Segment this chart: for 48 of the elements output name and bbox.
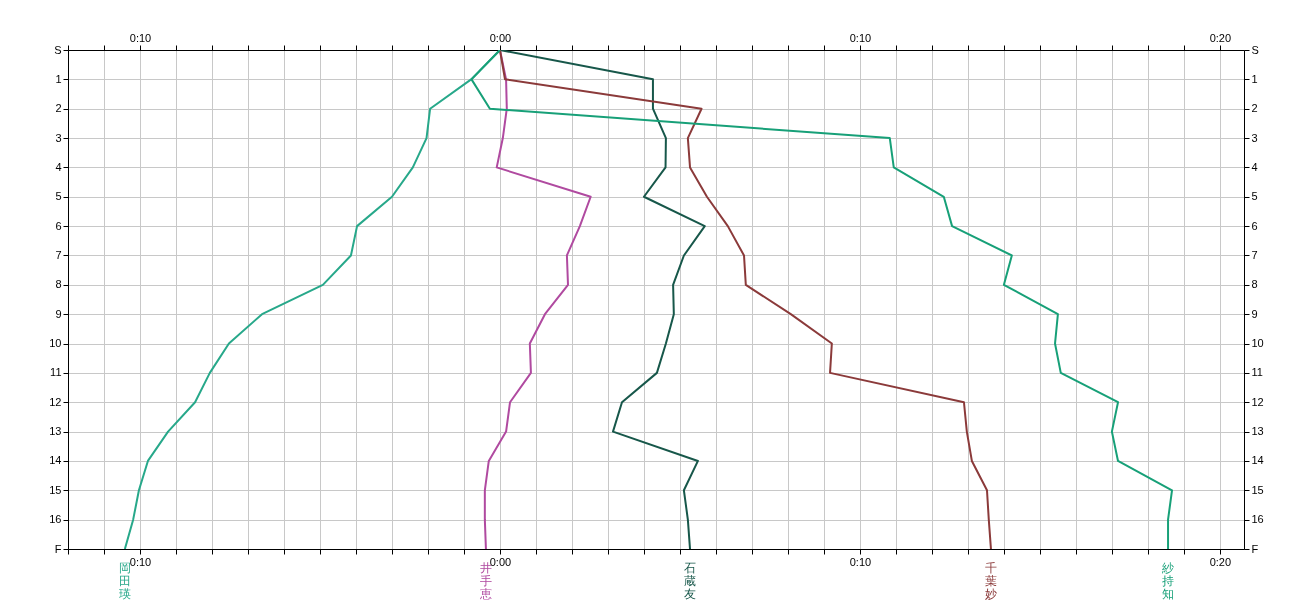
y-tick-label: 16 [1251, 513, 1264, 526]
y-tick-label: 1 [1251, 72, 1258, 85]
category-label: 11 [50, 366, 62, 379]
category-label: S [54, 43, 62, 56]
category-label: 15 [49, 483, 62, 496]
x2-tick-label: 0:10 [129, 31, 152, 44]
y-tick-label: 7 [1251, 248, 1258, 261]
y-tick-label: 11 [1251, 366, 1263, 379]
y-tick-label: F [1251, 542, 1259, 555]
y-tick-label: 4 [1251, 160, 1258, 173]
y-tick-label: 2 [1251, 102, 1258, 115]
x2-tick-label: 0:20 [1209, 31, 1232, 44]
category-label: 13 [49, 425, 62, 438]
category-label: 7 [55, 248, 62, 261]
series-label: 石蔵友 [684, 561, 697, 600]
y-tick-label: 12 [1251, 395, 1264, 408]
y-tick-label: 10 [1251, 337, 1264, 350]
series-label: 紗持知 [1162, 561, 1175, 600]
category-label: 5 [55, 190, 62, 203]
category-label: 16 [49, 513, 62, 526]
category-label: F [54, 542, 62, 555]
category-label: 9 [55, 307, 62, 320]
x-tick-label: 0:00 [489, 555, 512, 568]
y-tick-label: 15 [1251, 483, 1264, 496]
x2-tick-label: 0:00 [489, 31, 512, 44]
series-label: 千葉妙 [984, 561, 997, 600]
x-tick-label: 0:10 [849, 555, 872, 568]
series-label: 井手恵 [478, 561, 492, 600]
x2-tick-label: 0:10 [849, 31, 872, 44]
category-label: 12 [55, 72, 62, 115]
category-label: 14 [49, 454, 62, 467]
y-tick-label: 8 [1251, 278, 1258, 291]
y-tick-label: 6 [1251, 219, 1258, 232]
y-tick-label: 13 [1251, 425, 1264, 438]
category-label: 4 [55, 160, 62, 173]
category-label: 3 [55, 131, 62, 144]
y-tick-label: 3 [1251, 131, 1258, 144]
y-tick-label: 5 [1251, 190, 1258, 203]
category-label: 8 [55, 278, 62, 291]
category-label: 6 [55, 219, 62, 232]
y-tick-label: 9 [1251, 307, 1258, 320]
category-label: 12 [49, 395, 62, 408]
category-label: 10 [49, 337, 62, 350]
x-tick-label: 0:10 [129, 555, 152, 568]
x-tick-label: 0:20 [1209, 555, 1232, 568]
y-tick-label: 14 [1251, 454, 1264, 467]
series-label: 岡田瑛 [118, 561, 131, 600]
y-tick-label: S [1251, 43, 1259, 56]
